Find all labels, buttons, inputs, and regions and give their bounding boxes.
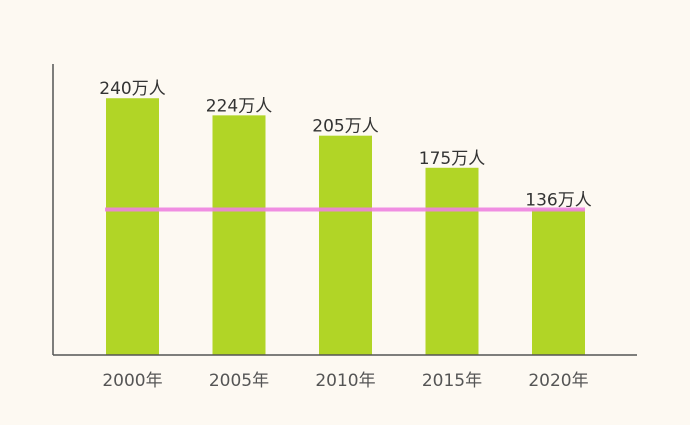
labels-layer: 240万人 2000年 224万人 2005年 205万人 2010年 175万人 2015年… [99, 79, 591, 391]
bar [319, 135, 372, 355]
bar-value-label: 240万人 [99, 79, 165, 99]
x-tick-label: 2020年 [528, 371, 588, 391]
bars-layer [106, 98, 585, 356]
bar-value-label: 224万人 [206, 96, 272, 116]
bar-value-label: 136万人 [525, 191, 591, 211]
bar [425, 167, 479, 355]
bar [532, 209, 585, 355]
x-tick-label: 2010年 [315, 371, 375, 391]
bar [106, 98, 159, 355]
x-tick-label: 2005年 [209, 371, 269, 391]
bar-value-label: 205万人 [312, 117, 378, 137]
bar [212, 115, 266, 356]
x-tick-label: 2015年 [422, 371, 482, 391]
axis-layer [52, 64, 637, 356]
bar-value-label: 175万人 [419, 149, 485, 169]
x-tick-label: 2000年 [102, 371, 162, 391]
